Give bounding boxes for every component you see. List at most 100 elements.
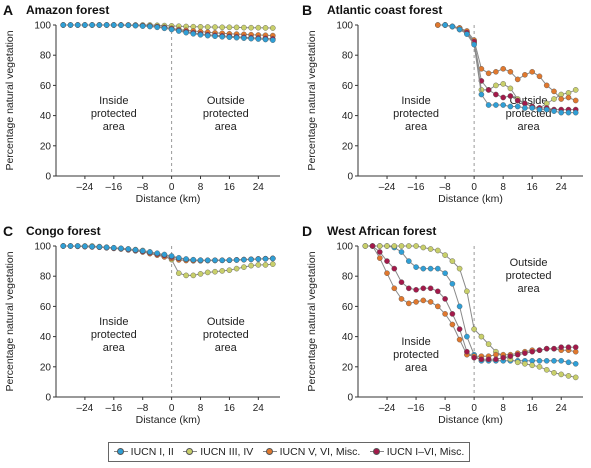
data-point [427, 246, 434, 252]
data-point [427, 285, 434, 292]
data-point [420, 297, 427, 304]
data-point [384, 258, 390, 264]
y-tick-label: 80 [40, 51, 52, 62]
legend-item-iucn-iii-iv: IUCN III, IV [183, 446, 253, 458]
data-point [147, 249, 153, 255]
x-tick-label: 0 [169, 403, 175, 414]
data-point [89, 243, 95, 250]
data-point [74, 22, 81, 28]
series-iucn-i-vi-misc [442, 22, 579, 113]
data-point [514, 97, 521, 104]
x-tick-label: –8 [440, 403, 452, 414]
data-point [248, 262, 254, 269]
series-iucn-i-ii [60, 22, 276, 43]
data-point [522, 72, 528, 78]
data-point [420, 265, 427, 272]
data-point [391, 285, 398, 292]
data-point [405, 243, 412, 249]
data-point [572, 344, 579, 351]
data-point [565, 109, 572, 116]
x-tick-label: –8 [137, 403, 149, 414]
y-tick-label: 80 [40, 272, 52, 283]
data-point [125, 246, 132, 252]
data-point [500, 81, 507, 87]
data-point [485, 70, 492, 77]
data-point [507, 69, 514, 75]
data-point [442, 22, 448, 28]
data-point [147, 23, 153, 30]
data-point [369, 243, 376, 249]
data-point [464, 31, 470, 37]
x-tick-label: –16 [105, 182, 122, 193]
x-tick-label: –24 [379, 182, 396, 193]
panel-c: C Congo forest 0 20 40 60 80 100 –24 –16 –8 0 8 16 24 D… [3, 223, 280, 426]
x-tick-label: 24 [556, 403, 568, 414]
data-point [60, 243, 67, 249]
y-tick-label: 100 [34, 21, 51, 32]
data-point [558, 96, 565, 102]
y-tick-label: 100 [34, 242, 51, 253]
legend-label: IUCN V, VI, Misc. [279, 446, 361, 458]
data-point [118, 22, 124, 29]
data-point [434, 247, 441, 254]
data-point [204, 32, 211, 39]
data-point [522, 350, 528, 357]
data-point [212, 257, 218, 264]
data-point [551, 345, 557, 352]
data-point [464, 348, 470, 355]
data-point [183, 29, 189, 36]
panel-title: Amazon forest [26, 3, 109, 17]
data-point [434, 265, 441, 272]
data-point [522, 105, 528, 111]
y-tick-label: 20 [40, 141, 52, 152]
panel-letter: B [302, 2, 312, 18]
data-point [551, 96, 557, 102]
x-tick-label: 24 [253, 182, 265, 193]
data-point [96, 22, 103, 28]
data-point [269, 25, 276, 31]
inside-label: area [103, 342, 126, 354]
data-point [111, 244, 117, 251]
data-point [384, 243, 390, 249]
data-point [478, 91, 485, 98]
data-point [456, 303, 463, 310]
data-point [565, 94, 572, 101]
data-point [572, 87, 579, 93]
data-point [551, 88, 557, 95]
data-point [219, 268, 225, 274]
y-tick-label: 60 [342, 81, 354, 92]
data-point [427, 265, 434, 272]
data-point [197, 271, 204, 277]
x-tick-label: –16 [408, 403, 425, 414]
x-axis-label: Distance (km) [136, 193, 201, 205]
data-point [154, 250, 160, 256]
data-point [420, 244, 427, 251]
data-point [82, 243, 88, 250]
data-point [514, 359, 521, 366]
x-tick-label: 8 [500, 403, 506, 414]
data-point [376, 243, 383, 249]
panel-title: Congo forest [26, 224, 101, 238]
data-point [175, 28, 182, 34]
legend-swatch [183, 447, 198, 457]
data-point [536, 347, 543, 354]
x-tick-label: 8 [198, 182, 204, 193]
data-point [89, 22, 95, 28]
data-point [543, 357, 550, 364]
data-point [212, 24, 218, 30]
data-point [398, 279, 405, 286]
data-point [96, 244, 103, 250]
y-tick-label: 60 [40, 81, 52, 92]
inside-label: Inside [401, 95, 430, 107]
x-tick-label: 16 [527, 403, 539, 414]
data-point [565, 373, 572, 379]
data-point [262, 262, 269, 268]
data-point [226, 34, 233, 41]
y-tick-label: 80 [342, 51, 354, 62]
data-point [456, 26, 463, 33]
data-point [197, 23, 204, 30]
data-point [269, 255, 276, 262]
data-point [405, 285, 412, 292]
x-tick-label: 16 [224, 403, 236, 414]
